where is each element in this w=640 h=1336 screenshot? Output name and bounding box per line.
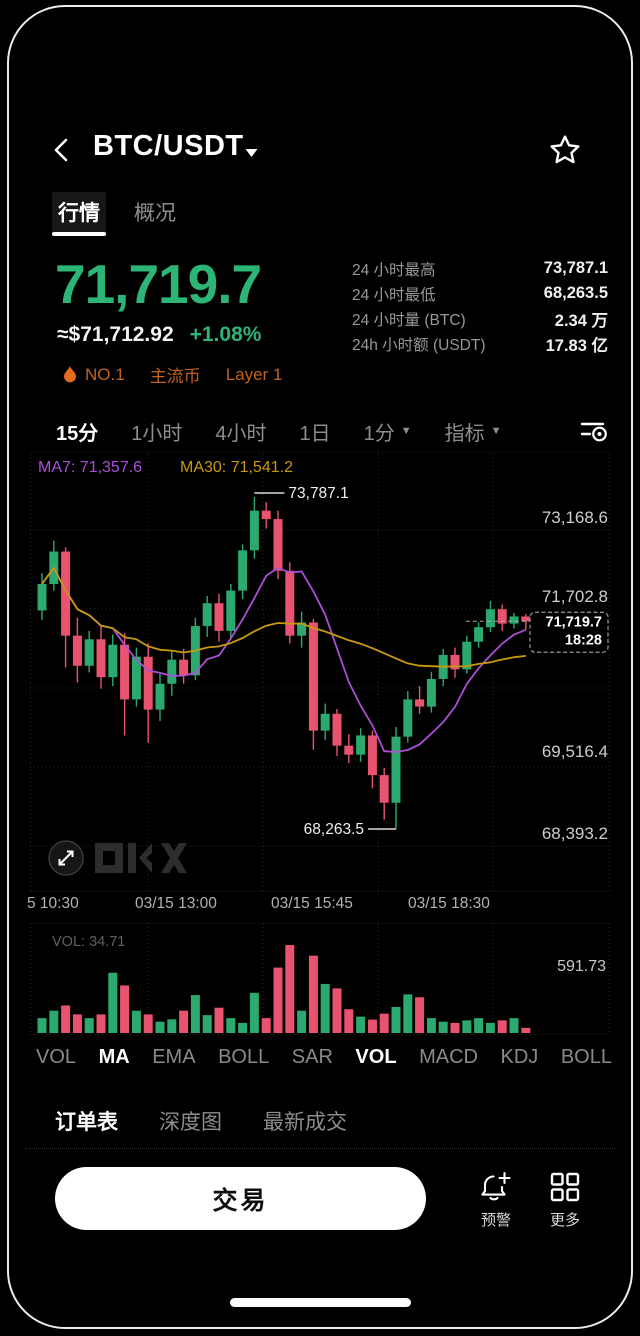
time-tick: 5 10:30	[27, 895, 79, 912]
svg-text:18:28: 18:28	[565, 632, 602, 648]
svg-text:73,787.1: 73,787.1	[288, 485, 348, 502]
time-tick: 03/15 13:00	[135, 895, 217, 912]
grid-more-icon	[550, 1172, 580, 1202]
page-tabs: 行情 概况	[52, 192, 182, 236]
indicator-macd[interactable]: MACD	[419, 1045, 478, 1068]
svg-text:VOL: 34.71: VOL: 34.71	[52, 934, 125, 950]
expand-icon	[48, 840, 84, 876]
star-icon	[550, 135, 580, 164]
bell-plus-icon	[481, 1171, 511, 1201]
svg-text:68,263.5: 68,263.5	[304, 821, 364, 838]
indicator-boll2[interactable]: BOLL	[560, 1045, 612, 1068]
tab-latest-trades[interactable]: 最新成交	[263, 1111, 347, 1134]
timeframe-1d[interactable]: 1日	[299, 422, 331, 445]
alert-label: 预警	[480, 1212, 511, 1229]
svg-text:68,393.2: 68,393.2	[542, 824, 608, 843]
rank-badge[interactable]: NO.1	[63, 365, 125, 385]
layer-badge[interactable]: Layer 1	[225, 364, 283, 384]
pair-selector-button[interactable]	[244, 148, 259, 158]
timeframe-4h[interactable]: 4小时	[215, 422, 267, 445]
tab-underline	[52, 232, 106, 236]
svg-text:591.73: 591.73	[557, 958, 606, 975]
tab-overview[interactable]: 概况	[134, 202, 176, 225]
svg-text:71,702.8: 71,702.8	[542, 587, 608, 606]
stats-panel: 24 小时最高 73,787.1 24 小时最低 68,263.5 24 小时量 (…	[352, 256, 608, 356]
stat-volume: 24 小时量 (BTC) 2.34 万	[352, 311, 608, 330]
category-badge[interactable]: 主流币	[149, 367, 201, 386]
timeframe-more-dropdown[interactable]: 1分 ▼	[363, 422, 412, 445]
chart-settings-button[interactable]	[578, 415, 610, 447]
svg-text:69,516.4: 69,516.4	[542, 742, 608, 761]
indicator-kdj[interactable]: KDJ	[500, 1045, 539, 1068]
last-price: 71,719.7	[55, 253, 262, 315]
stat-low: 24 小时最低 68,263.5	[352, 284, 608, 304]
fiat-price: ≈$71,712.92	[57, 323, 174, 346]
more-label: 更多	[549, 1212, 580, 1229]
tab-quotes[interactable]: 行情	[52, 192, 106, 236]
stat-high: 24 小时最高 73,787.1	[352, 259, 608, 279]
indicator-ema[interactable]: EMA	[152, 1045, 196, 1068]
price-change: +1.08%	[189, 323, 262, 346]
okx-watermark	[95, 843, 187, 873]
time-axis: 5 10:30 03/15 13:00 03/15 15:45 03/15 18…	[0, 895, 640, 915]
caret-down-icon: ▼	[400, 424, 412, 437]
fiat-row: ≈$71,712.92 +1.08%	[57, 323, 261, 347]
favorite-button[interactable]	[548, 133, 582, 167]
home-indicator	[230, 1298, 411, 1307]
indicator-dropdown[interactable]: 指标 ▼	[444, 422, 502, 445]
orderbook-tab-row: 订单表 深度图 最新成交	[55, 1106, 347, 1136]
tab-order-book[interactable]: 订单表	[55, 1111, 118, 1134]
badge-row: NO.1 主流币 Layer 1	[63, 362, 282, 387]
svg-text:MA7: 71,357.6: MA7: 71,357.6	[38, 459, 142, 476]
timeframe-1h[interactable]: 1小时	[131, 422, 183, 445]
svg-text:71,719.7: 71,719.7	[546, 614, 602, 630]
indicator-tab-row: VOL MA EMA BOLL SAR VOL MACD KDJ BOLL	[36, 1040, 612, 1074]
timeframe-row: 15分 1小时 4小时 1日 1分 ▼ 指标 ▼	[56, 415, 610, 447]
svg-text:73,168.6: 73,168.6	[542, 508, 608, 527]
indicator-vol-sub[interactable]: VOL	[355, 1045, 397, 1068]
svg-text:MA30: 71,541.2: MA30: 71,541.2	[180, 459, 293, 476]
fullscreen-chart-button[interactable]	[46, 838, 86, 878]
timeframe-15m[interactable]: 15分	[56, 422, 99, 445]
indicator-sar[interactable]: SAR	[291, 1045, 333, 1068]
caret-down-icon: ▼	[490, 424, 502, 437]
pair-title: BTC/USDT	[93, 130, 244, 162]
indicator-vol-main[interactable]: VOL	[36, 1045, 77, 1068]
indicator-settings-icon	[580, 422, 607, 442]
back-button[interactable]	[50, 136, 74, 164]
trade-button[interactable]: 交易	[55, 1167, 426, 1230]
time-tick: 03/15 18:30	[408, 895, 490, 912]
time-tick: 03/15 15:45	[271, 895, 353, 912]
stat-turnover: 24h 小时额 (USDT) 17.83 亿	[352, 336, 608, 355]
tab-depth-chart[interactable]: 深度图	[159, 1111, 222, 1134]
volume-chart[interactable]: VOL: 34.71 591.73	[30, 922, 610, 1037]
more-button[interactable]: 更多	[537, 1170, 593, 1230]
back-chevron-icon	[54, 138, 68, 162]
flame-icon	[64, 365, 76, 383]
alert-button[interactable]: 预警	[468, 1170, 524, 1230]
indicator-boll[interactable]: BOLL	[218, 1045, 270, 1068]
caret-down-icon	[245, 149, 258, 157]
indicator-ma[interactable]: MA	[98, 1045, 130, 1068]
divider	[25, 1148, 615, 1149]
candlestick-chart[interactable]: 73,787.1 68,263.5 71,719.7 18:28 MA7: 71,357…	[30, 450, 610, 893]
